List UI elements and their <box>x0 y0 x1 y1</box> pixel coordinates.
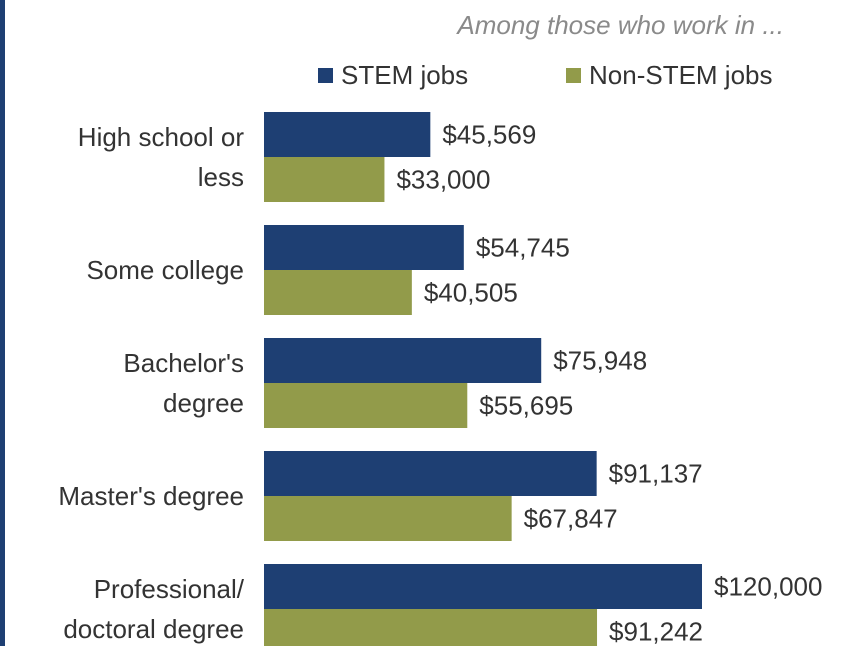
bar-stem-2 <box>264 338 542 383</box>
data-label-stem-1: $54,745 <box>476 233 570 263</box>
category-label-4-1: doctoral degree <box>63 614 244 644</box>
legend: STEM jobs Non-STEM jobs <box>0 60 863 96</box>
data-label-stem-0: $45,569 <box>442 120 536 150</box>
bar-stem-0 <box>264 112 431 157</box>
data-label-stem-3: $91,137 <box>609 459 703 489</box>
category-label-0-0: High school or <box>78 122 245 152</box>
legend-label-non-stem: Non-STEM jobs <box>589 60 773 90</box>
category-label-4-0: Professional/ <box>94 574 245 604</box>
category-label-2-1: degree <box>163 388 244 418</box>
data-label-stem-4: $120,000 <box>714 572 822 602</box>
data-label-non-stem-0: $33,000 <box>396 165 490 195</box>
bar-non-stem-0 <box>264 157 385 202</box>
bar-stem-1 <box>264 225 464 270</box>
legend-label-stem: STEM jobs <box>341 60 469 90</box>
bar-non-stem-2 <box>264 383 468 428</box>
data-label-non-stem-4: $91,242 <box>609 617 703 646</box>
bar-stem-3 <box>264 451 597 496</box>
bar-stem-4 <box>264 564 702 609</box>
bar-non-stem-1 <box>264 270 412 315</box>
category-label-0-1: less <box>198 162 244 192</box>
chart-subtitle: Among those who work in ... <box>457 10 784 40</box>
legend-item-stem: STEM jobs <box>318 60 468 91</box>
legend-swatch-non-stem <box>566 68 581 83</box>
category-label-2-0: Bachelor's <box>123 348 244 378</box>
data-label-non-stem-3: $67,847 <box>524 504 618 534</box>
left-border <box>0 0 5 646</box>
legend-swatch-stem <box>318 68 333 83</box>
data-label-non-stem-2: $55,695 <box>479 391 573 421</box>
bar-non-stem-3 <box>264 496 512 541</box>
data-label-non-stem-1: $40,505 <box>424 278 518 308</box>
category-label-1-0: Some college <box>86 255 244 285</box>
category-label-3-0: Master's degree <box>58 481 244 511</box>
data-label-stem-2: $75,948 <box>553 346 647 376</box>
bar-non-stem-4 <box>264 609 598 646</box>
legend-item-non-stem: Non-STEM jobs <box>566 60 773 91</box>
